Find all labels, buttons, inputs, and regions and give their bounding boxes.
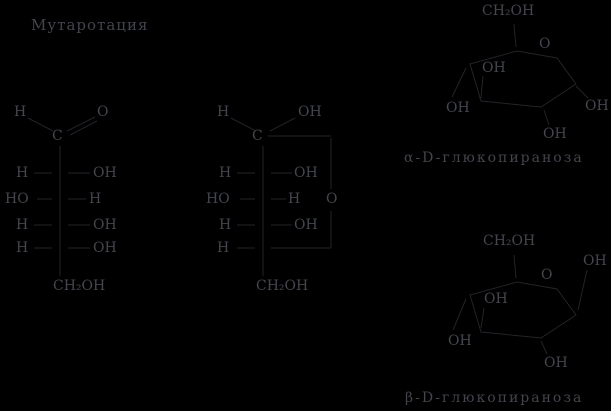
atom-c5-left: H	[16, 240, 29, 256]
hydroxyl-c3: OH	[482, 60, 506, 76]
atom-c2-right: OH	[294, 165, 318, 181]
atom-c2-left: H	[16, 165, 29, 181]
hydroxyl-anomeric: OH	[583, 253, 607, 269]
atom-c1-h: H	[14, 104, 27, 120]
hydroxyl-c2: OH	[543, 126, 567, 142]
atom-c1-o: O	[97, 104, 109, 120]
ring-oxygen: O	[324, 191, 340, 207]
group-c6-ch2oh: CH₂OH	[53, 278, 106, 294]
hydroxyl-c4: OH	[446, 100, 470, 116]
atom-c2-right: OH	[93, 165, 117, 181]
atom-c1-oh: OH	[298, 104, 322, 120]
atom-c1-carbon: C	[252, 128, 263, 144]
ring-oxygen: O	[539, 267, 555, 283]
atom-c4-right: OH	[93, 217, 117, 233]
hydroxyl-c4: OH	[448, 333, 472, 349]
hydroxyl-anomeric: OH	[585, 98, 609, 114]
atom-c1-h: H	[217, 104, 230, 120]
beta-anomer-label: β-D-глюкопираноза	[405, 390, 584, 406]
atom-c4-left: H	[16, 217, 29, 233]
group-c6-ch2oh: CH₂OH	[256, 278, 309, 294]
atom-c3-left: HO	[5, 191, 29, 207]
group-ch2oh: CH₂OH	[482, 3, 535, 19]
hydroxyl-c2: OH	[544, 355, 568, 371]
atom-c4-right: OH	[294, 217, 318, 233]
slide-title: Мутаротация	[31, 16, 149, 34]
atom-c5-right: OH	[93, 240, 117, 256]
atom-c5-left: H	[217, 240, 230, 256]
atom-c3-right: H	[288, 191, 301, 207]
atom-c3-right: H	[89, 191, 102, 207]
ring-oxygen: O	[537, 36, 553, 52]
atom-c2-left: H	[219, 165, 232, 181]
group-ch2oh: CH₂OH	[483, 233, 536, 249]
hydroxyl-c3: OH	[484, 291, 508, 307]
atom-c4-left: H	[219, 217, 232, 233]
alpha-anomer-label: α-D-глюкопираноза	[404, 150, 584, 166]
atom-c3-left: HO	[206, 191, 230, 207]
atom-c1-carbon: C	[52, 128, 63, 144]
